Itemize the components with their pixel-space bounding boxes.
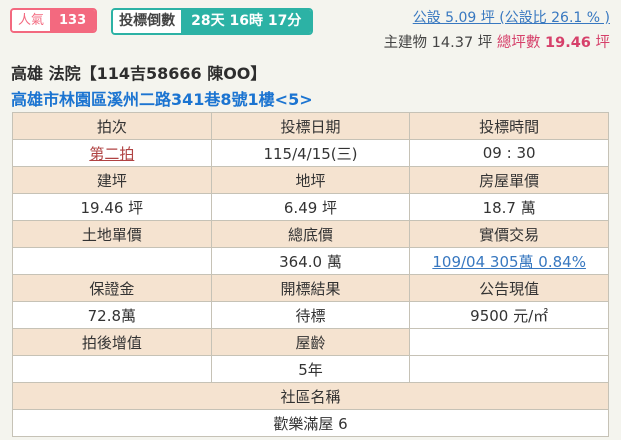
popularity-count: 133 — [50, 10, 96, 31]
actual-price-link[interactable]: 109/04 305萬 0.84% — [432, 252, 586, 271]
value-row: 364.0 萬 109/04 305萬 0.84% — [12, 247, 609, 275]
common-area-link[interactable]: 公設 5.09 坪 (公設比 26.1 % ) — [412, 10, 610, 26]
main-building-text: 主建物 14.37 坪 — [383, 35, 493, 51]
header-row: 土地單價 總底價 實價交易 — [12, 220, 609, 248]
community-name-value: 歡樂滿屋 6 — [12, 409, 609, 437]
total-area-label: 總坪數 — [496, 35, 541, 51]
auction-detail-table: 拍次 投標日期 投標時間 第二拍 115/4/15(三) 09 : 30 建坪 … — [12, 112, 609, 437]
col-header: 總底價 — [210, 220, 411, 248]
base-price-value: 364.0 萬 — [210, 247, 411, 275]
col-header: 拍次 — [12, 112, 212, 140]
land-area-value: 6.49 坪 — [210, 193, 411, 221]
value-row: 5年 — [12, 355, 609, 383]
header-row: 拍後增值 屋齡 — [12, 328, 609, 356]
value-row: 19.46 坪 6.49 坪 18.7 萬 — [12, 193, 609, 221]
total-area-value: 19.46 — [545, 35, 591, 51]
house-unit-price-value: 18.7 萬 — [409, 193, 609, 221]
col-header: 房屋單價 — [409, 166, 609, 194]
top-badges: 人氣 133 投標倒數 28天 16時 17分 — [10, 8, 314, 35]
countdown-label: 投標倒數 — [113, 10, 182, 33]
auction-round-link[interactable]: 第二拍 — [89, 144, 135, 163]
header-row: 社區名稱 — [12, 382, 609, 410]
header-row: 拍次 投標日期 投標時間 — [12, 112, 609, 140]
popularity-badge: 人氣 133 — [10, 8, 98, 33]
building-area-value: 19.46 坪 — [12, 193, 212, 221]
empty-cell — [409, 355, 609, 383]
deposit-value: 72.8萬 — [12, 301, 212, 329]
value-row: 72.8萬 待標 9500 元/㎡ — [12, 301, 609, 329]
col-header-empty — [409, 328, 609, 356]
countdown-badge: 投標倒數 28天 16時 17分 — [111, 8, 314, 35]
bid-time-value: 09 : 30 — [409, 139, 609, 167]
bid-result-value: 待標 — [210, 301, 411, 329]
col-header: 地坪 — [210, 166, 411, 194]
col-header: 拍後增值 — [12, 328, 212, 356]
col-header: 屋齡 — [210, 328, 411, 356]
value-row: 歡樂滿屋 6 — [12, 409, 609, 437]
countdown-value: 28天 16時 17分 — [181, 10, 312, 33]
col-header: 投標日期 — [210, 112, 411, 140]
total-area-unit: 坪 — [595, 35, 611, 51]
area-summary: 公設 5.09 坪 (公設比 26.1 % ) 主建物 14.37 坪 總坪數 … — [384, 7, 610, 52]
house-age-value: 5年 — [210, 355, 411, 383]
col-header: 土地單價 — [12, 220, 212, 248]
col-header: 公告現值 — [409, 274, 609, 302]
post-auction-gain-value — [12, 355, 212, 383]
popularity-label: 人氣 — [12, 10, 51, 31]
col-header: 實價交易 — [409, 220, 609, 248]
bid-date-value: 115/4/15(三) — [210, 139, 411, 167]
col-header: 投標時間 — [409, 112, 609, 140]
header-row: 建坪 地坪 房屋單價 — [12, 166, 609, 194]
case-title: 高雄 法院【114吉58666 陳OO】 — [11, 64, 267, 83]
building-area-line: 主建物 14.37 坪 總坪數 19.46 坪 — [384, 31, 610, 52]
announced-value: 9500 元/㎡ — [409, 301, 609, 329]
col-header: 開標結果 — [210, 274, 411, 302]
col-header: 保證金 — [12, 274, 212, 302]
value-row: 第二拍 115/4/15(三) 09 : 30 — [12, 139, 609, 167]
header-row: 保證金 開標結果 公告現值 — [12, 274, 609, 302]
address-link[interactable]: 高雄市林園區溪州二路341巷8號1樓<5> — [11, 90, 313, 109]
land-unit-price-value — [12, 247, 212, 275]
community-name-header: 社區名稱 — [12, 382, 609, 410]
col-header: 建坪 — [12, 166, 212, 194]
